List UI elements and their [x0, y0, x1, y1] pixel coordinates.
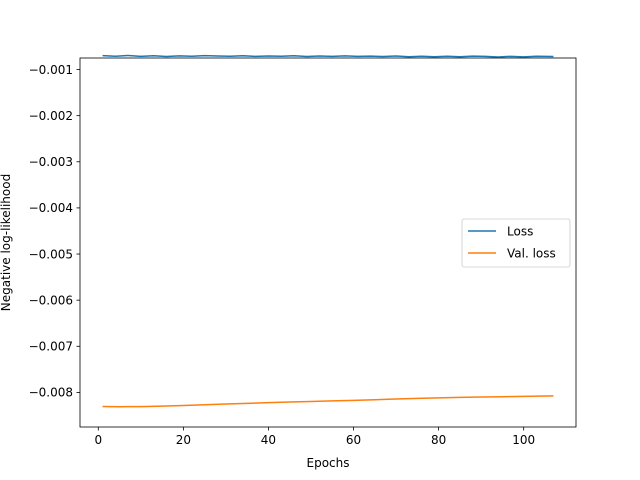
y-tick-label: −0.002	[29, 109, 73, 123]
y-tick-label: −0.007	[29, 340, 73, 354]
plot-frame	[79, 57, 577, 428]
series-line-2	[102, 395, 554, 408]
y-tick-label: −0.005	[29, 247, 73, 261]
ticks-layer: 0 20 40 60 80 100 −0.001 −0.002 −0.003 −0.004 −0.0…	[29, 63, 536, 447]
series-line-1	[102, 54, 554, 58]
legend: Loss Val. loss	[461, 218, 571, 268]
x-tick-label: 100	[512, 433, 535, 447]
y-tick-label: −0.006	[29, 293, 73, 307]
x-tick-label: 40	[261, 433, 276, 447]
y-tick-label: −0.004	[29, 201, 73, 215]
x-tick-label: 80	[431, 433, 446, 447]
x-tick-label: 60	[346, 433, 361, 447]
y-tick-label: −0.001	[29, 63, 73, 77]
legend-label: Loss	[507, 224, 533, 238]
x-tick-label: 0	[94, 433, 102, 447]
y-tick-label: −0.003	[29, 155, 73, 169]
x-tick-label: 20	[176, 433, 191, 447]
x-axis-label: Epochs	[307, 456, 350, 470]
legend-label: Val. loss	[507, 246, 556, 260]
y-axis-label: Negative log-likelihood	[0, 174, 13, 311]
y-tick-label: −0.008	[29, 386, 73, 400]
series-layer	[102, 54, 554, 408]
